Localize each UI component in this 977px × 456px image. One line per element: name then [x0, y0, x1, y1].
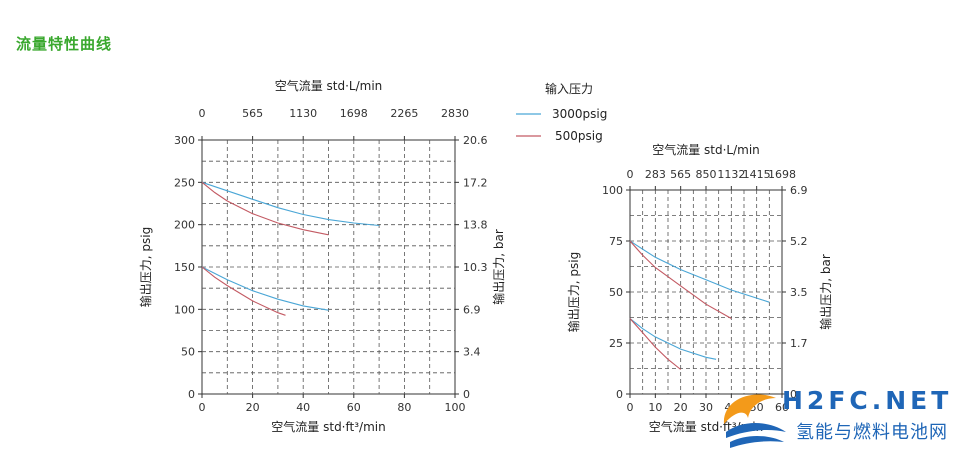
chart1-y-left-axis-label: 输出压力, psig: [138, 227, 153, 307]
chart1-x-bottom-tick-label: 0: [199, 401, 206, 414]
chart2-y-right-tick-label: 6.9: [790, 184, 808, 197]
chart2-x-bottom-tick-label: 0: [627, 401, 634, 414]
legend-title: 输入压力: [545, 81, 593, 96]
chart1-y-left-tick-label: 100: [174, 303, 195, 316]
flame-logo-icon: [723, 394, 786, 448]
chart2-y-left-tick-label: 50: [609, 286, 623, 299]
chart2-x-top-tick-label: 1698: [768, 168, 796, 181]
chart1-series-line-3000psig-2: [201, 266, 329, 311]
watermark-logo: H2FC.NET 氢能与燃料电池网: [712, 380, 974, 452]
legend-label-3000psig: 3000psig: [552, 107, 607, 121]
chart2-y-right-axis-label: 输出压力, bar: [818, 254, 833, 330]
chart1-series-line-500psig-3: [201, 266, 286, 316]
chart2-y-right-tick-label: 1.7: [790, 337, 808, 350]
chart2-series-line-3000psig-0: [629, 240, 770, 303]
chart1-x-bottom-tick-label: 80: [397, 401, 411, 414]
chart1-y-right-tick-label: 17.2: [463, 176, 488, 189]
chart1-x-bottom-tick-label: 40: [296, 401, 310, 414]
chart2-x-top-tick-label: 1132: [717, 168, 745, 181]
chart2-x-bottom-tick-label: 30: [699, 401, 713, 414]
chart2-x-top-tick-label: 0: [627, 168, 634, 181]
chart1-series-line-3000psig-0: [201, 181, 380, 227]
chart1-x-top-tick-label: 2265: [390, 107, 418, 120]
chart2-x-top-axis-label: 空气流量 std·L/min: [652, 142, 760, 157]
chart2-x-bottom-tick-label: 60: [775, 401, 789, 414]
chart1-x-bottom-tick-label: 60: [347, 401, 361, 414]
chart2-series-line-3000psig-2: [629, 318, 717, 360]
chart1-y-left-tick-label: 200: [174, 219, 195, 232]
chart1-y-right-tick-label: 20.6: [463, 134, 488, 147]
chart2-x-top-tick-label: 283: [645, 168, 666, 181]
chart2-series-line-500psig-3: [629, 318, 682, 370]
chart2-y-right-tick-label: 3.5: [790, 286, 808, 299]
section-title: 流量特性曲线: [16, 35, 113, 53]
chart1-x-top-tick-label: 565: [242, 107, 263, 120]
chart1-x-bottom-axis-label: 空气流量 std·ft³/min: [271, 419, 385, 434]
chart1-y-left-tick-label: 50: [181, 346, 195, 359]
chart1-y-left-tick-label: 150: [174, 261, 195, 274]
chart1-y-left-tick-label: 300: [174, 134, 195, 147]
chart2-x-bottom-tick-label: 20: [674, 401, 688, 414]
chart2-y-left-tick-label: 75: [609, 235, 623, 248]
watermark-cn: 氢能与燃料电池网: [796, 422, 948, 443]
chart2-y-left-tick-label: 0: [616, 388, 623, 401]
chart2-y-right-tick-label: 5.2: [790, 235, 808, 248]
chart2-y-left-axis-label: 输出压力, psig: [566, 252, 581, 332]
chart1-x-top-tick-label: 1130: [289, 107, 317, 120]
chart1-series-line-500psig-1: [201, 181, 329, 236]
chart2-x-top-tick-label: 850: [696, 168, 717, 181]
chart1-y-right-axis-label: 输出压力, bar: [491, 229, 506, 305]
chart1-x-top-tick-label: 2830: [441, 107, 469, 120]
chart1-y-left-tick-label: 0: [188, 388, 195, 401]
chart1-x-top-axis-label: 空气流量 std·L/min: [275, 78, 383, 93]
chart1-y-right-tick-label: 13.8: [463, 219, 488, 232]
chart2-y-left-tick-label: 100: [602, 184, 623, 197]
chart1-x-bottom-tick-label: 100: [445, 401, 466, 414]
chart2-series-line-500psig-1: [629, 240, 732, 319]
chart2-x-top-tick-label: 565: [670, 168, 691, 181]
chart2-y-left-tick-label: 25: [609, 337, 623, 350]
watermark-en: H2FC.NET: [782, 386, 953, 415]
chart1-y-left-tick-label: 250: [174, 176, 195, 189]
chart2-x-top-tick-label: 1415: [743, 168, 771, 181]
legend-label-500psig: 500psig: [555, 129, 603, 143]
chart2-y-right-tick-label: 0: [790, 388, 797, 401]
chart1-y-right-tick-label: 0: [463, 388, 470, 401]
chart2-x-bottom-tick-label: 10: [648, 401, 662, 414]
chart1-x-bottom-tick-label: 20: [246, 401, 260, 414]
chart1-y-right-tick-label: 6.9: [463, 303, 481, 316]
chart1-y-right-tick-label: 3.4: [463, 346, 481, 359]
chart1-x-top-tick-label: 0: [199, 107, 206, 120]
chart1-y-right-tick-label: 10.3: [463, 261, 488, 274]
chart1-x-top-tick-label: 1698: [340, 107, 368, 120]
